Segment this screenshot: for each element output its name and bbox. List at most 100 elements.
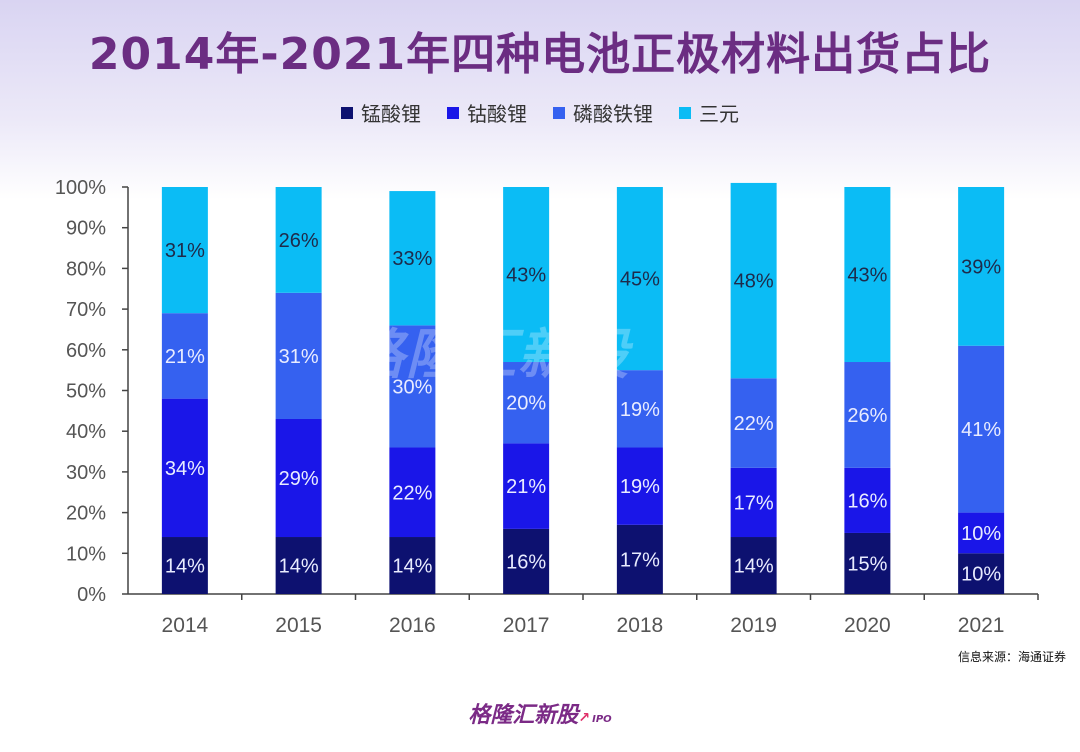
data-label: 14%: [279, 556, 319, 578]
bar-segment: [844, 362, 891, 468]
bar-segment: [958, 187, 1005, 346]
data-label: 48%: [734, 271, 774, 293]
footer-logo: 格隆汇新股↗ IPO: [0, 697, 1080, 729]
bar-segment: [730, 182, 777, 379]
bar-segment: [844, 187, 891, 363]
bar-segment: [275, 292, 322, 419]
data-label: 33%: [392, 248, 432, 270]
stacked-bar-chart: 0% 10% 20% 30% 40% 50% 60% 70% 80% 90% 100% 14% 34% 2…: [55, 177, 1039, 637]
data-label: 45%: [620, 269, 660, 291]
data-label: 15%: [847, 553, 887, 575]
y-tick-label: 0%: [77, 584, 106, 606]
y-tick-label: 80%: [66, 258, 106, 280]
legend-item-lco: 钴酸锂: [447, 98, 527, 127]
legend-swatch-lco: [447, 106, 459, 119]
legend-label-lmo: 锰酸锂: [361, 102, 421, 126]
data-label: 41%: [961, 419, 1001, 441]
data-label: 20%: [506, 393, 546, 415]
x-tick-label: 2019: [730, 614, 777, 637]
data-label: 43%: [506, 265, 546, 287]
footer-ipo: IPO: [592, 714, 612, 725]
bar-segment: [958, 512, 1005, 554]
bar-segment: [161, 398, 208, 538]
bar-segment: [844, 467, 891, 533]
data-label: 39%: [961, 256, 1001, 278]
bar-segment: [844, 532, 891, 594]
y-tick-label: 40%: [66, 421, 106, 443]
bar-segment: [503, 362, 550, 444]
data-label: 30%: [392, 376, 432, 398]
bar-segment: [275, 187, 322, 293]
legend-label-ncm: 三元: [699, 102, 739, 126]
bar-segment: [161, 537, 208, 594]
footer-brand: 格隆汇新股: [468, 703, 579, 728]
x-tick-label: 2021: [958, 614, 1005, 637]
bar-segment: [275, 537, 322, 594]
bar-segment: [730, 537, 777, 594]
bar-segment: [958, 553, 1005, 594]
chart-legend: 锰酸锂 钴酸锂 磷酸铁锂 三元: [0, 98, 1080, 127]
y-tick-label: 10%: [66, 543, 106, 565]
legend-item-lfp: 磷酸铁锂: [553, 98, 653, 127]
legend-swatch-lmo: [341, 106, 353, 119]
data-label: 14%: [392, 556, 432, 578]
data-label: 21%: [506, 476, 546, 498]
footer-arrow-icon: ↗: [578, 710, 591, 726]
data-label: 43%: [847, 265, 887, 287]
bar-segment: [958, 345, 1005, 513]
x-tick-label: 2015: [275, 614, 322, 637]
y-tick-label: 90%: [66, 218, 106, 240]
y-tick-label: 70%: [66, 299, 106, 321]
x-tick-label: 2018: [617, 614, 664, 637]
y-tick-label: 50%: [66, 381, 106, 403]
data-label: 22%: [734, 413, 774, 435]
legend-label-lfp: 磷酸铁锂: [573, 102, 653, 126]
bar-segment: [389, 191, 436, 326]
legend-item-ncm: 三元: [679, 98, 739, 127]
bar-segment: [389, 325, 436, 448]
data-label: 22%: [392, 482, 432, 504]
bar-segment: [730, 378, 777, 468]
bar-segment: [161, 313, 208, 399]
data-label: 31%: [279, 346, 319, 368]
data-label: 26%: [847, 405, 887, 427]
bar-segment: [275, 418, 322, 538]
data-label: 29%: [279, 468, 319, 490]
data-label: 16%: [506, 551, 546, 573]
data-label: 10%: [961, 564, 1001, 586]
data-label: 19%: [620, 399, 660, 421]
chart-title: 2014年-2021年四种电池正极材料出货占比: [88, 29, 992, 80]
data-label: 19%: [620, 476, 660, 498]
data-label: 17%: [620, 549, 660, 571]
bar-segment: [616, 187, 663, 371]
bar-segment: [616, 524, 663, 594]
data-label: 26%: [279, 230, 319, 252]
bar-segment: [616, 447, 663, 525]
bar-segment: [503, 187, 550, 363]
y-tick-label: 20%: [66, 503, 106, 525]
bar-segment: [503, 443, 550, 529]
y-tick-label: 100%: [55, 177, 106, 199]
data-label: 17%: [734, 492, 774, 514]
data-label: 21%: [165, 346, 205, 368]
data-label: 31%: [165, 240, 205, 262]
legend-label-lco: 钴酸锂: [467, 102, 527, 126]
legend-swatch-lfp: [553, 106, 565, 119]
x-tick-label: 2020: [844, 614, 891, 637]
data-label: 14%: [734, 556, 774, 578]
data-label: 16%: [847, 490, 887, 512]
bar-segment: [161, 187, 208, 314]
y-tick-label: 30%: [66, 462, 106, 484]
y-tick-label: 60%: [66, 340, 106, 362]
x-tick-label: 2017: [503, 614, 550, 637]
source-note: 信息来源：海通证券: [957, 650, 1066, 664]
data-label: 14%: [165, 556, 205, 578]
data-label: 34%: [165, 458, 205, 480]
x-tick-label: 2016: [389, 614, 436, 637]
legend-swatch-ncm: [679, 106, 691, 119]
legend-item-lmo: 锰酸锂: [341, 98, 421, 127]
x-tick-label: 2014: [162, 614, 209, 637]
bar-segment: [616, 370, 663, 448]
bar-segment: [730, 467, 777, 538]
bar-segment: [503, 528, 550, 594]
